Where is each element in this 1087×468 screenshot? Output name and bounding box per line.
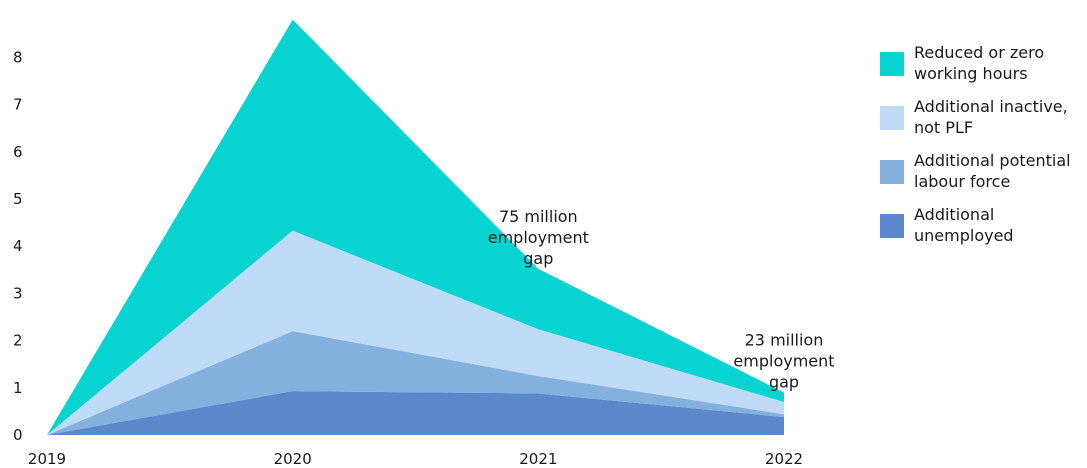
area-series-reduced-or-zero-working-hours: [47, 19, 784, 435]
legend-item-reduced-hours: Reduced or zero working hours: [880, 42, 1085, 84]
y-tick-label: 6: [13, 143, 23, 161]
y-tick-label: 8: [13, 48, 23, 66]
y-tick-label: 7: [13, 96, 23, 114]
legend-item-potential-labour-force: Additional potential labour force: [880, 150, 1085, 192]
y-tick-label: 4: [13, 237, 23, 255]
legend-label: Reduced or zero working hours: [914, 43, 1045, 83]
legend-item-inactive-not-plf: Additional inactive, not PLF: [880, 96, 1085, 138]
gap-annotations: 144 millionemploymentgap75 millionemploy…: [488, 207, 835, 392]
x-tick-label: 2021: [519, 450, 557, 468]
stacked-areas: [47, 19, 784, 435]
legend-swatch: [880, 52, 904, 76]
legend-label: Additional potential labour force: [914, 151, 1071, 191]
legend: Reduced or zero working hours Additional…: [880, 42, 1085, 258]
legend-label: Additional inactive, not PLF: [914, 97, 1068, 137]
x-tick-label: 2019: [28, 450, 66, 468]
legend-swatch: [880, 106, 904, 130]
y-tick-label: 2: [13, 332, 23, 350]
y-axis-ticks: 0 1 2 3 4 5 6 7 8: [13, 48, 23, 444]
area-series-additional-unemployed: [47, 391, 784, 435]
x-tick-label: 2022: [765, 450, 803, 468]
legend-item-unemployed: Additional unemployed: [880, 204, 1085, 246]
x-axis-ticks: 2019 2020 2021 2022: [28, 450, 803, 468]
y-tick-label: 0: [13, 426, 23, 444]
legend-label: Additional unemployed: [914, 205, 1014, 245]
y-tick-label: 1: [13, 379, 23, 397]
x-tick-label: 2020: [274, 450, 312, 468]
y-tick-label: 5: [13, 190, 23, 208]
legend-swatch: [880, 214, 904, 238]
gap-annotation: 23 million employment gap: [733, 331, 834, 392]
legend-swatch: [880, 160, 904, 184]
gap-annotation: 75 million employment gap: [488, 207, 589, 268]
y-tick-label: 3: [13, 284, 23, 302]
